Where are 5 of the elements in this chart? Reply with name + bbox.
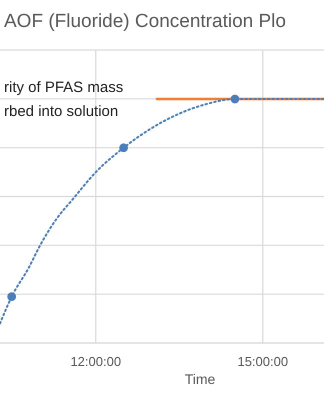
annotation: rity of PFAS mass rbed into solution	[4, 79, 124, 120]
chart-title: AOF (Fluoride) Concentration Plo	[4, 11, 286, 32]
x-axis-title: Time	[184, 371, 216, 387]
x-tick-label: 15:00:00	[237, 354, 288, 370]
x-tick-label: 12:00:00	[70, 354, 122, 370]
